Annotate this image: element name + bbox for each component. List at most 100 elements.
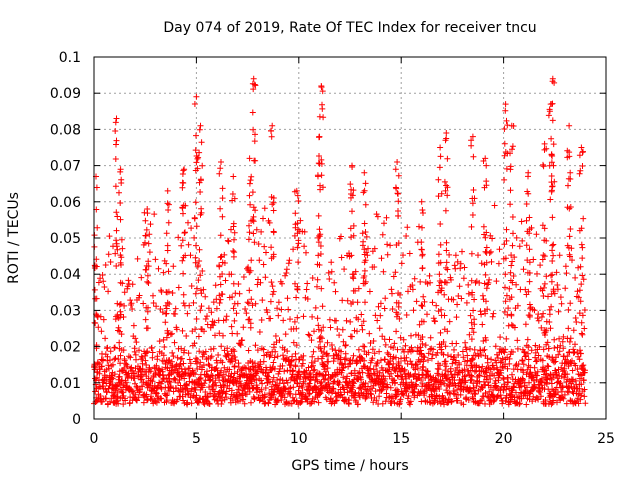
data-point xyxy=(450,296,457,303)
data-point xyxy=(337,386,344,393)
data-point xyxy=(164,200,171,207)
data-point xyxy=(294,244,301,251)
data-point xyxy=(188,283,195,289)
data-point xyxy=(317,186,324,193)
data-point xyxy=(134,397,140,404)
data-point xyxy=(246,229,253,236)
data-point xyxy=(444,352,451,359)
data-point xyxy=(476,368,483,375)
data-point xyxy=(561,353,567,360)
data-point xyxy=(319,105,326,112)
data-point xyxy=(134,255,141,262)
data-point xyxy=(570,376,576,383)
data-point xyxy=(419,383,426,390)
data-point xyxy=(418,377,425,383)
data-point xyxy=(223,394,230,401)
data-point xyxy=(482,271,489,278)
data-point xyxy=(117,360,124,367)
data-point xyxy=(373,378,379,385)
data-point xyxy=(107,357,113,364)
data-point xyxy=(407,398,414,405)
data-point xyxy=(354,401,361,408)
data-point xyxy=(443,363,450,370)
data-point xyxy=(247,201,254,208)
data-point xyxy=(468,250,475,257)
data-point xyxy=(576,287,583,294)
data-point xyxy=(471,316,478,323)
data-point xyxy=(124,285,131,292)
data-point xyxy=(119,245,126,252)
data-point xyxy=(112,183,119,190)
data-point xyxy=(248,372,255,379)
data-point xyxy=(332,397,339,404)
data-point xyxy=(550,397,557,404)
data-point xyxy=(181,230,188,236)
data-point xyxy=(221,364,228,371)
data-point xyxy=(150,292,156,299)
data-point xyxy=(397,291,403,298)
data-point xyxy=(501,140,508,147)
data-point xyxy=(294,192,301,199)
data-point xyxy=(117,352,124,359)
data-point xyxy=(295,240,302,247)
data-point xyxy=(156,365,163,372)
data-point xyxy=(455,352,462,358)
data-point xyxy=(459,248,465,255)
data-point xyxy=(216,262,223,269)
data-point xyxy=(225,238,232,245)
data-point xyxy=(531,307,538,314)
data-point xyxy=(425,357,431,364)
data-point xyxy=(175,284,182,291)
data-point xyxy=(549,75,556,82)
data-point xyxy=(194,155,201,162)
data-point xyxy=(116,339,123,346)
data-point xyxy=(206,401,213,407)
data-point xyxy=(180,210,186,217)
data-point xyxy=(338,348,344,355)
data-point xyxy=(561,391,568,398)
data-point xyxy=(282,331,289,338)
data-point xyxy=(161,257,168,264)
data-point xyxy=(230,248,237,254)
data-point xyxy=(268,366,275,373)
data-point xyxy=(123,383,130,390)
data-point xyxy=(369,385,375,392)
data-point xyxy=(325,377,332,383)
data-point xyxy=(406,250,413,257)
data-point xyxy=(514,345,521,352)
data-point xyxy=(255,276,261,283)
data-point xyxy=(199,268,206,274)
data-point xyxy=(407,401,413,408)
data-point xyxy=(199,384,206,391)
data-point xyxy=(211,388,218,395)
data-point xyxy=(148,344,155,351)
data-point xyxy=(244,299,251,306)
data-point xyxy=(311,366,318,373)
data-point xyxy=(464,357,471,364)
data-point xyxy=(409,347,416,354)
data-point xyxy=(140,300,147,307)
y-tick-label: 0.09 xyxy=(50,86,81,102)
data-point xyxy=(132,351,139,358)
data-point xyxy=(361,267,368,274)
data-point xyxy=(395,172,402,179)
data-point xyxy=(582,400,589,407)
data-point xyxy=(268,279,275,286)
data-point xyxy=(577,396,584,403)
data-point xyxy=(136,347,142,354)
data-point xyxy=(142,217,149,224)
data-point xyxy=(295,259,302,266)
data-point xyxy=(393,242,400,248)
data-point xyxy=(457,265,464,272)
data-point xyxy=(245,316,252,323)
data-point xyxy=(454,397,461,404)
data-point xyxy=(443,387,450,394)
data-point xyxy=(543,273,550,280)
data-point xyxy=(432,318,438,325)
data-point xyxy=(541,146,548,153)
data-point xyxy=(538,382,545,389)
data-point xyxy=(459,348,466,355)
data-point xyxy=(416,223,422,230)
data-point xyxy=(308,359,315,366)
data-point xyxy=(241,372,248,379)
